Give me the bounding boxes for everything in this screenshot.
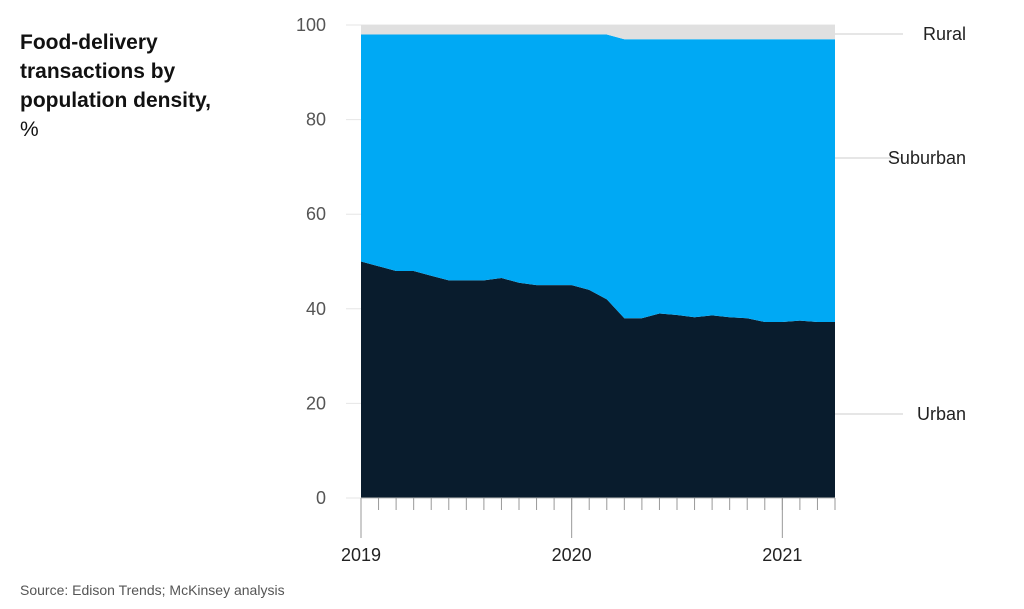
area-urban [361, 261, 835, 498]
y-tick-label: 20 [306, 393, 326, 413]
x-tick-label: 2020 [552, 545, 592, 565]
y-tick-label: 80 [306, 110, 326, 130]
area-series [361, 25, 835, 498]
series-label-suburban: Suburban [888, 148, 966, 168]
chart-title-main: Food-delivery transactions by population… [20, 31, 211, 112]
x-tick-label: 2021 [762, 545, 802, 565]
chart-title-unit: % [20, 118, 39, 141]
y-tick-label: 0 [316, 488, 326, 508]
series-label-rural: Rural [923, 24, 966, 44]
y-tick-label: 60 [306, 204, 326, 224]
series-labels: Urban Suburban Rural [835, 24, 966, 424]
source-note: Source: Edison Trends; McKinsey analysis [20, 582, 285, 598]
area-suburban [361, 34, 835, 323]
axes: 0 20 40 60 80 100 2019 2020 2021 [296, 15, 836, 565]
x-tick-label: 2019 [341, 545, 381, 565]
series-label-urban: Urban [917, 404, 966, 424]
area-rural [361, 25, 835, 40]
chart-title: Food-delivery transactions by population… [20, 28, 220, 144]
y-tick-label: 100 [296, 15, 326, 35]
y-tick-label: 40 [306, 299, 326, 319]
